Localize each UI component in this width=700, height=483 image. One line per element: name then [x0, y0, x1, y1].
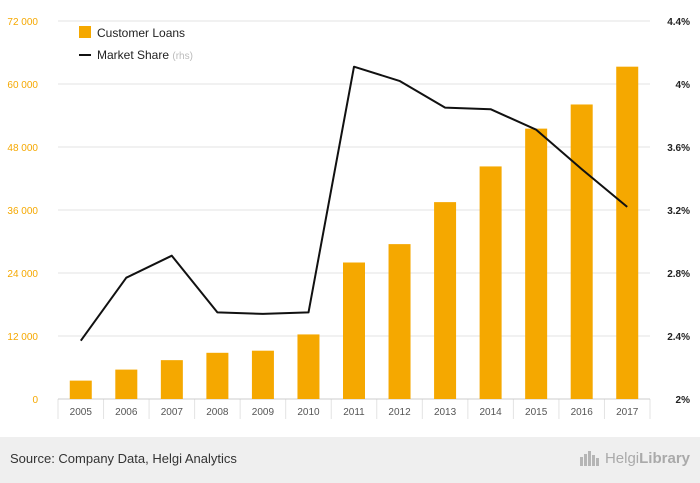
x-axis-tick-label: 2009 [252, 407, 275, 418]
legend-swatch-customer-loans [79, 26, 91, 38]
left-axis-tick-label: 36 000 [7, 206, 38, 217]
bar-customer-loans [251, 350, 274, 399]
bar-customer-loans [434, 202, 457, 399]
bar-customer-loans [160, 360, 183, 399]
brand-text: HelgiLibrary [605, 450, 690, 467]
x-axis-tick-label: 2012 [388, 407, 411, 418]
left-axis-tick-label: 12 000 [7, 332, 38, 343]
right-axis-tick-label: 4% [676, 80, 691, 91]
legend-label-market-share: Market Share (rhs) [97, 48, 193, 62]
helgi-library-logo[interactable]: HelgiLibrary [579, 449, 690, 467]
x-axis-tick-label: 2005 [70, 407, 93, 418]
brand-part2: Library [639, 449, 690, 467]
right-axis-tick-label: 3.2% [667, 206, 690, 217]
right-axis-tick-label: 2.8% [667, 269, 690, 280]
bar-customer-loans [616, 66, 639, 400]
bar-customer-loans [525, 128, 548, 399]
legend-label-customer-loans: Customer Loans [97, 26, 185, 40]
x-axis-tick-label: 2017 [616, 407, 639, 418]
bar-customer-loans [343, 262, 365, 399]
x-axis-tick-label: 2007 [161, 407, 184, 418]
x-axis-tick-label: 2006 [115, 407, 138, 418]
footer-bar [0, 437, 700, 483]
right-axis-tick-label: 2% [676, 395, 691, 406]
right-axis-tick-label: 2.4% [667, 332, 690, 343]
x-axis-tick-label: 2011 [343, 407, 365, 418]
bar-customer-loans [388, 244, 411, 399]
right-axis-tick-label: 4.4% [667, 17, 690, 28]
bar-customer-loans [479, 166, 502, 399]
bar-customer-loans [115, 369, 138, 399]
left-axis-tick-label: 72 000 [7, 17, 38, 28]
x-axis-tick-label: 2015 [525, 407, 548, 418]
left-axis-tick-label: 60 000 [7, 80, 38, 91]
left-axis-tick-label: 24 000 [7, 269, 38, 280]
brand-part1: Helgi [604, 449, 640, 467]
x-axis-tick-label: 2013 [434, 407, 457, 418]
left-axis-tick-label: 48 000 [7, 143, 38, 154]
legend-rhs-suffix: (rhs) [172, 51, 193, 62]
bar-customer-loans [570, 104, 593, 399]
left-axis-tick-label: 0 [32, 395, 38, 406]
source-note: Source: Company Data, Helgi Analytics [10, 451, 237, 466]
line-market-share [79, 65, 628, 342]
x-axis-tick-label: 2016 [571, 407, 594, 418]
x-axis-tick-label: 2008 [206, 407, 229, 418]
x-axis-tick-label: 2014 [479, 407, 502, 418]
helgi-library-logo-icon [579, 451, 599, 466]
bar-customer-loans [69, 380, 92, 399]
x-axis-tick-label: 2010 [297, 407, 320, 418]
bar-customer-loans [206, 352, 229, 399]
bar-customer-loans [297, 334, 320, 399]
combo-chart: 0 12 000 24 000 36 000 48 000 60 000 72 000 2% 2… [7, 17, 691, 419]
right-axis-tick-label: 3.6% [667, 143, 690, 154]
